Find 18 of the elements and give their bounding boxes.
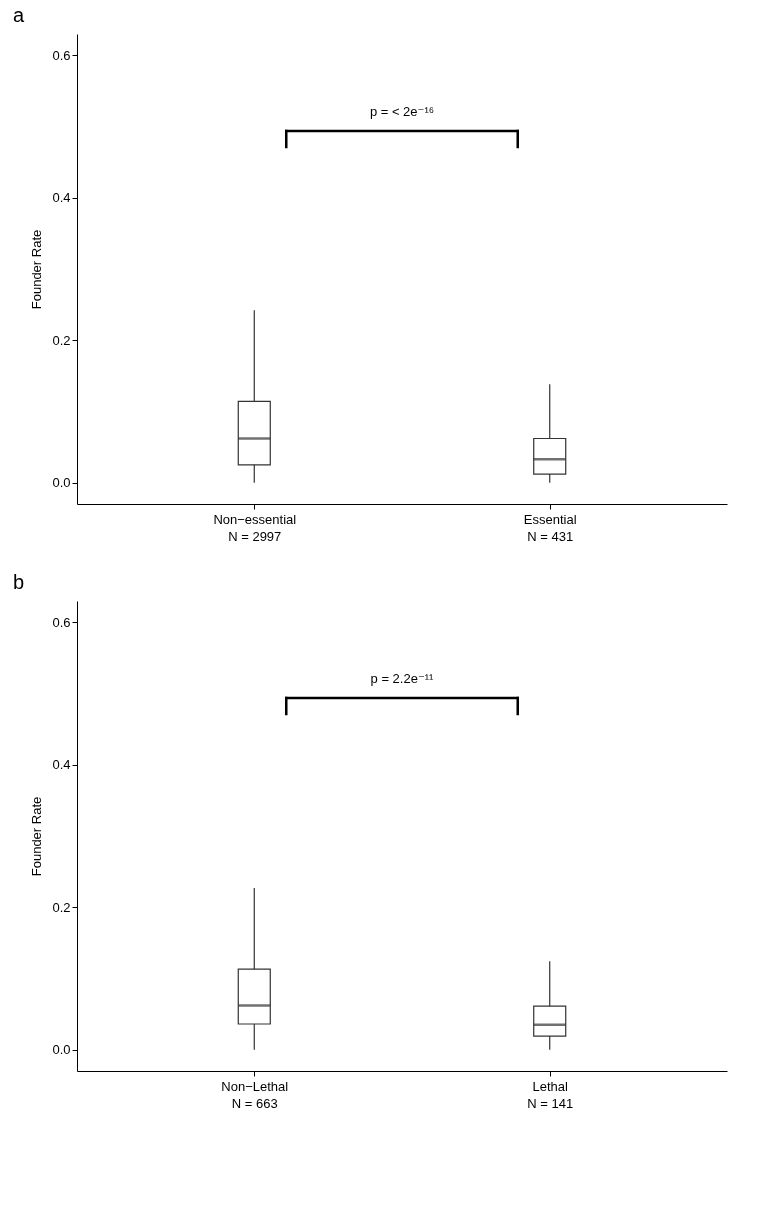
y-axis-title: Founder Rate <box>29 229 45 310</box>
y-tick-label: 0.4 <box>52 757 71 773</box>
y-tick-label: 0.4 <box>52 190 71 206</box>
x-tick-label: Essential N = 431 <box>523 511 577 544</box>
y-tick-label: 0.0 <box>52 1042 71 1058</box>
chart-title: a <box>12 4 25 26</box>
y-tick-label: 0.6 <box>52 614 71 630</box>
x-tick-label: Non−essential N = 2997 <box>213 511 297 544</box>
y-tick-label: 0.6 <box>52 47 71 63</box>
y-tick-label: 0.2 <box>52 899 71 915</box>
x-tick-label: Non−Lethal N = 663 <box>221 1078 289 1111</box>
chart-title: b <box>12 571 25 593</box>
annotation: p = < 2e⁻¹⁶ <box>369 104 435 119</box>
x-tick-label: Lethal N = 141 <box>527 1078 574 1111</box>
y-tick-label: 0.0 <box>52 475 71 491</box>
y-tick-label: 0.2 <box>52 332 71 348</box>
y-axis-title: Founder Rate <box>29 796 45 877</box>
annotation: p = 2.2e⁻¹¹ <box>370 671 435 686</box>
